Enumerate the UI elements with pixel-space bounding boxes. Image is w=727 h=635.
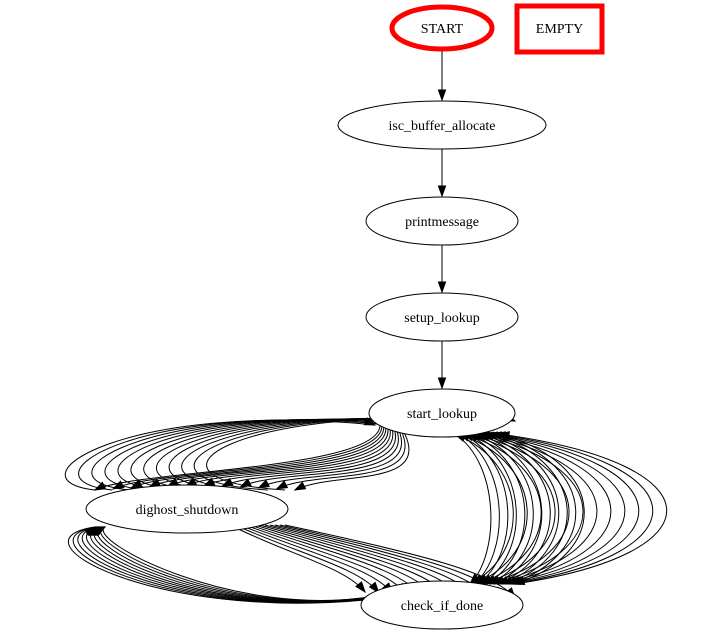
edge-start-lookup-to-check-if-done-9-line <box>486 433 560 585</box>
edge-dighost-shutdown-to-check-if-done-2-line <box>234 524 380 593</box>
edge-check-if-done-to-start-lookup-9-line <box>486 433 626 585</box>
edge-check-if-done-to-start-lookup-12-arrowhead <box>497 431 510 440</box>
edge-check-if-done-to-start-lookup-1-line <box>454 433 514 585</box>
node-dighost-shutdown-label: dighost_shutdown <box>136 503 239 518</box>
edge-start-to-isc-buffer-allocate-arrowhead <box>437 89 447 102</box>
edge-isc-buffer-allocate-to-printmessage <box>437 149 447 198</box>
nodes-layer: START EMPTY isc_buffer_allocate printmes… <box>85 3 605 630</box>
node-printmessage[interactable]: printmessage <box>365 196 519 246</box>
node-setup-lookup-shape <box>365 292 519 342</box>
edge-start-lookup-to-check-if-done-12-line <box>498 433 585 585</box>
edge-start-lookup-to-dighost-shutdown-12-arrowhead <box>293 481 307 491</box>
node-setup-lookup-label: setup_lookup <box>404 311 479 326</box>
edge-start-lookup-to-dighost-shutdown-12 <box>293 424 410 491</box>
node-start-lookup-shape <box>368 388 516 438</box>
edge-check-if-done-to-start-lookup-12 <box>497 431 668 585</box>
edge-dighost-shutdown-to-check-if-done-12-line <box>284 524 516 599</box>
edge-start-lookup-to-check-if-done-1-line <box>454 433 492 585</box>
node-dighost-shutdown[interactable]: dighost_shutdown <box>85 484 289 534</box>
node-start[interactable]: START <box>389 4 495 52</box>
edge-start-lookup-to-dighost-shutdown-10 <box>257 424 402 489</box>
edge-setup-lookup-to-start-lookup-arrowhead <box>437 377 447 390</box>
node-check-if-done[interactable]: check_if_done <box>360 580 524 630</box>
edge-start-lookup-to-check-if-done-8-line <box>482 433 551 585</box>
edge-check-if-done-to-start-lookup-7-line <box>478 433 598 585</box>
node-empty[interactable]: EMPTY <box>514 3 605 55</box>
node-printmessage-label: printmessage <box>405 215 479 230</box>
edge-check-if-done-to-start-lookup-5-line <box>470 433 570 585</box>
node-empty-shape <box>514 3 605 55</box>
edge-start-lookup-to-check-if-done-10-line <box>490 433 568 585</box>
node-check-if-done-label: check_if_done <box>401 599 483 614</box>
edge-check-if-done-to-start-lookup-8-line <box>482 433 612 585</box>
edge-start-lookup-to-dighost-shutdown-7-line <box>203 424 394 487</box>
node-start-label: START <box>421 22 464 37</box>
node-check-if-done-shape <box>360 580 524 630</box>
edge-start-lookup-to-check-if-done-5-line <box>470 433 526 585</box>
edge-start-lookup-to-dighost-shutdown-5-line <box>167 424 389 487</box>
edge-start-lookup-to-dighost-shutdown-10-line <box>258 424 402 489</box>
edge-setup-lookup-to-start-lookup <box>437 341 447 390</box>
node-isc-buffer-allocate-label: isc_buffer_allocate <box>388 119 495 134</box>
edge-start-lookup-to-dighost-shutdown-9-line <box>240 424 399 488</box>
edge-isc-buffer-allocate-to-printmessage-arrowhead <box>437 185 447 198</box>
edge-check-if-done-to-dighost-shutdown-10 <box>93 526 376 601</box>
edge-check-if-done-to-start-lookup-6-line <box>474 433 584 585</box>
edge-start-lookup-to-dighost-shutdown-8-line <box>222 424 396 487</box>
node-dighost-shutdown-shape <box>85 484 289 534</box>
node-printmessage-shape <box>365 196 519 246</box>
node-start-lookup[interactable]: start_lookup <box>368 388 516 438</box>
node-isc-buffer-allocate-shape <box>337 100 547 150</box>
edge-dighost-shutdown-to-check-if-done-1-arrowhead <box>355 581 366 594</box>
node-empty-label: EMPTY <box>536 22 583 37</box>
edge-start-lookup-to-dighost-shutdown-12-line <box>294 424 410 491</box>
edge-start-lookup-to-check-if-done-6-line <box>474 433 534 585</box>
edge-check-if-done-to-start-lookup-10-line <box>490 433 640 585</box>
edge-check-if-done-to-start-lookup-3-line <box>462 433 542 585</box>
edge-start-lookup-to-dighost-shutdown-10-arrowhead <box>257 479 270 489</box>
node-isc-buffer-allocate[interactable]: isc_buffer_allocate <box>337 100 547 150</box>
edge-dighost-shutdown-to-check-if-done-1 <box>229 524 366 594</box>
node-start-lookup-label: start_lookup <box>407 407 477 422</box>
edge-start-lookup-to-check-if-done-2-line <box>458 433 500 585</box>
edge-dighost-shutdown-to-check-if-done-1-line <box>229 524 366 593</box>
edge-check-if-done-to-dighost-shutdown-10-line <box>102 526 376 601</box>
edge-start-lookup-to-dighost-shutdown-11-line <box>276 424 406 490</box>
edge-check-if-done-to-start-lookup-12-line <box>498 433 668 585</box>
edge-start-lookup-to-dighost-shutdown-11-arrowhead <box>275 480 289 490</box>
node-setup-lookup[interactable]: setup_lookup <box>365 292 519 342</box>
edge-printmessage-to-setup-lookup <box>437 245 447 294</box>
edge-start-lookup-to-dighost-shutdown-11 <box>275 424 406 490</box>
edge-dighost-shutdown-to-check-if-done-2 <box>234 524 380 594</box>
edge-check-if-done-to-dighost-shutdown-10-arrowhead <box>93 526 107 537</box>
node-start-shape <box>389 4 495 52</box>
edge-check-if-done-to-start-lookup-2-line <box>458 433 528 585</box>
edge-start-lookup-to-check-if-done-3-line <box>462 433 509 585</box>
edge-check-if-done-to-start-lookup-4-line <box>466 433 556 585</box>
edge-start-to-isc-buffer-allocate <box>437 49 447 102</box>
edge-dighost-shutdown-to-check-if-done-2-arrowhead <box>368 581 380 594</box>
edge-dighost-shutdown-to-check-if-done-3-line <box>239 524 393 594</box>
edge-check-if-done-to-start-lookup-11-line <box>494 433 654 585</box>
edge-printmessage-to-setup-lookup-arrowhead <box>437 281 447 294</box>
